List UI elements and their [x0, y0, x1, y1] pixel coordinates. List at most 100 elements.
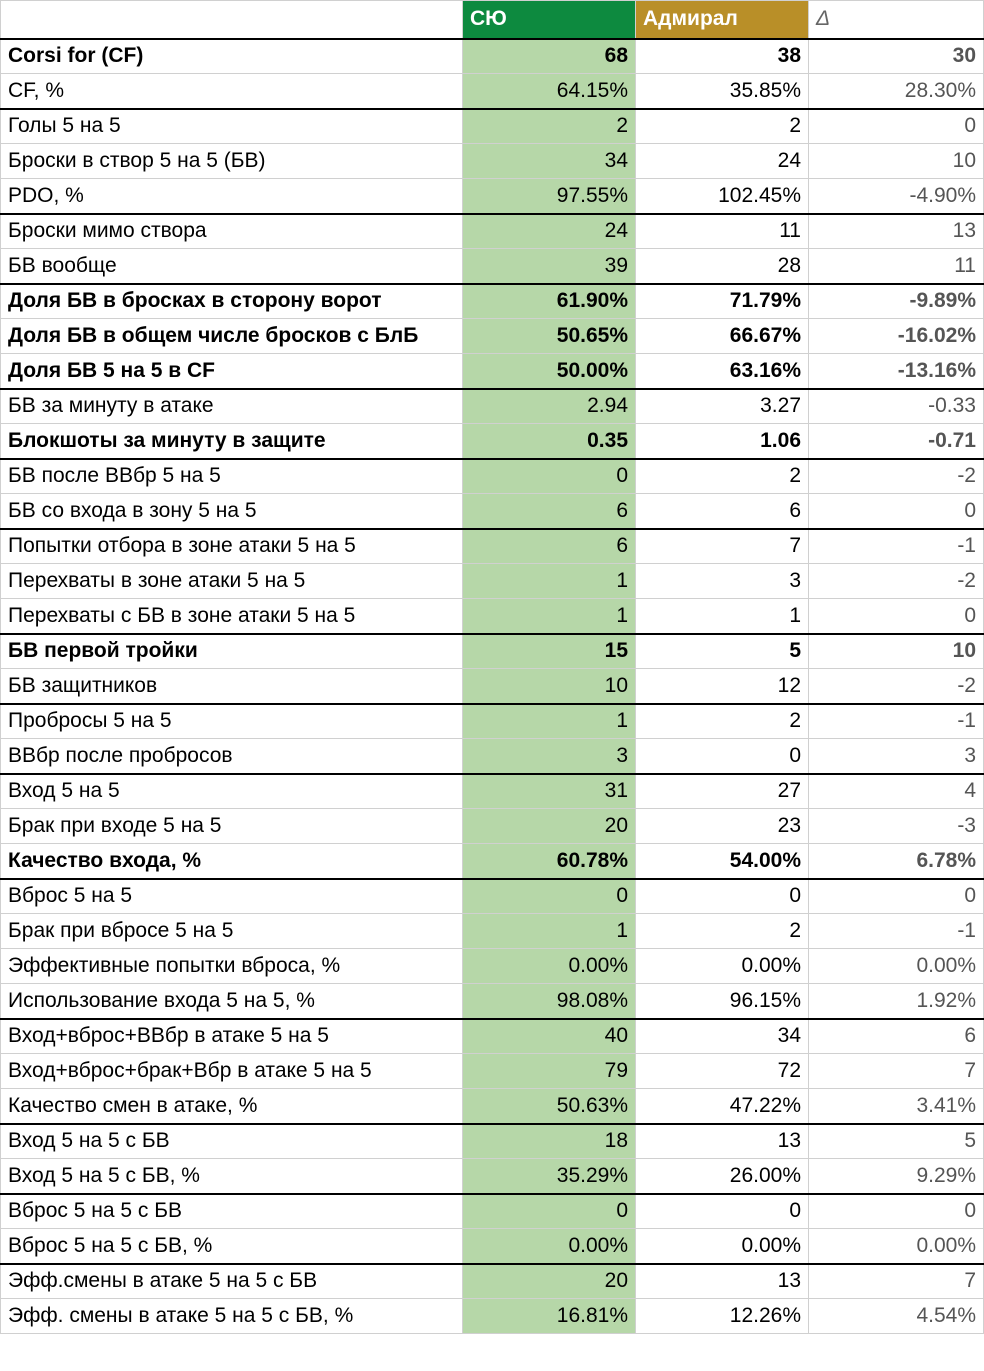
table-row: Брак при вбросе 5 на 5 1 2 -1 — [0, 913, 984, 949]
row-label: Вход+вброс+брак+Вбр в атаке 5 на 5 — [0, 1053, 463, 1089]
cell: 2 — [635, 913, 809, 949]
table-row: БВ первой тройки 15 5 10 — [0, 633, 984, 669]
cell: 2.94 — [462, 388, 636, 424]
row-label: Эфф.смены в атаке 5 на 5 с БВ — [0, 1263, 463, 1299]
cell: 3 — [462, 738, 636, 775]
cell: 10 — [462, 668, 636, 705]
cell: СЮ — [462, 0, 636, 40]
row-label: БВ вообще — [0, 248, 463, 285]
table-row: Вход+вброс+ВВбр в атаке 5 на 5 40 34 6 — [0, 1018, 984, 1054]
cell: -2 — [808, 668, 984, 705]
cell: 50.63% — [462, 1088, 636, 1125]
cell: 0.00% — [462, 1228, 636, 1265]
cell: 1 — [635, 598, 809, 635]
table-row: Броски в створ 5 на 5 (БВ) 34 24 10 — [0, 143, 984, 179]
cell: 71.79% — [635, 283, 809, 319]
cell: 79 — [462, 1053, 636, 1089]
cell: 0 — [808, 1193, 984, 1229]
cell: 3 — [808, 738, 984, 775]
cell: 63.16% — [635, 353, 809, 390]
cell: 34 — [462, 143, 636, 179]
row-label: Голы 5 на 5 — [0, 108, 463, 144]
cell: 47.22% — [635, 1088, 809, 1125]
cell: 50.65% — [462, 318, 636, 354]
cell: -1 — [808, 913, 984, 949]
cell: 35.85% — [635, 73, 809, 110]
cell: 12 — [635, 668, 809, 705]
cell: 0.00% — [808, 1228, 984, 1265]
cell: 0.00% — [808, 948, 984, 984]
cell: 98.08% — [462, 983, 636, 1020]
table-row: Качество входа, % 60.78% 54.00% 6.78% — [0, 843, 984, 880]
row-label: Качество входа, % — [0, 843, 463, 880]
table-row: БВ после ВВбр 5 на 5 0 2 -2 — [0, 458, 984, 494]
row-label: Доля БВ 5 на 5 в CF — [0, 353, 463, 390]
table-row: Использование входа 5 на 5, % 98.08% 96.15… — [0, 983, 984, 1020]
cell: 6 — [462, 528, 636, 564]
cell: 0.00% — [635, 948, 809, 984]
table-row: Вброс 5 на 5 с БВ, % 0.00% 0.00% 0.00% — [0, 1228, 984, 1265]
table-row: БВ защитников 10 12 -2 — [0, 668, 984, 705]
row-label: Вброс 5 на 5 с БВ, % — [0, 1228, 463, 1265]
cell: -1 — [808, 703, 984, 739]
cell: 96.15% — [635, 983, 809, 1020]
cell: 7 — [808, 1263, 984, 1299]
cell: 3 — [635, 563, 809, 599]
table-row: Доля БВ 5 на 5 в CF 50.00% 63.16% -13.16% — [0, 353, 984, 390]
table-row: Эфф.смены в атаке 5 на 5 с БВ 20 13 7 — [0, 1263, 984, 1299]
cell: 20 — [462, 1263, 636, 1299]
cell: 11 — [635, 213, 809, 249]
table-row: PDO, % 97.55% 102.45% -4.90% — [0, 178, 984, 215]
row-label: PDO, % — [0, 178, 463, 215]
cell: 10 — [808, 633, 984, 669]
cell: -2 — [808, 458, 984, 494]
table-row: CF, % 64.15% 35.85% 28.30% — [0, 73, 984, 110]
cell: 0.00% — [462, 948, 636, 984]
row-label: БВ после ВВбр 5 на 5 — [0, 458, 463, 494]
cell: 6 — [462, 493, 636, 530]
table-row: Попытки отбора в зоне атаки 5 на 5 6 7 -1 — [0, 528, 984, 564]
cell: 0 — [808, 598, 984, 635]
row-label: БВ защитников — [0, 668, 463, 705]
row-label: Вход 5 на 5 с БВ — [0, 1123, 463, 1159]
table-row: БВ за минуту в атаке 2.94 3.27 -0.33 — [0, 388, 984, 424]
cell: 2 — [635, 703, 809, 739]
row-label: Брак при входе 5 на 5 — [0, 808, 463, 844]
table-body: СЮ Адмирал Δ Corsi for (CF) 68 38 30 CF, % 64.15… — [0, 0, 984, 1334]
cell: -0.33 — [808, 388, 984, 424]
cell: 0 — [635, 738, 809, 775]
cell: 0 — [462, 878, 636, 914]
table-row: Брак при входе 5 на 5 20 23 -3 — [0, 808, 984, 844]
row-label: Попытки отбора в зоне атаки 5 на 5 — [0, 528, 463, 564]
cell: 34 — [635, 1018, 809, 1054]
row-label: Блокшоты за минуту в защите — [0, 423, 463, 460]
row-label: Использование входа 5 на 5, % — [0, 983, 463, 1020]
row-label: ВВбр после пробросов — [0, 738, 463, 775]
row-label: БВ за минуту в атаке — [0, 388, 463, 424]
cell: 13 — [808, 213, 984, 249]
row-label: Эфф. смены в атаке 5 на 5 с БВ, % — [0, 1298, 463, 1334]
cell: 1 — [462, 563, 636, 599]
cell: 20 — [462, 808, 636, 844]
table-row: БВ вообще 39 28 11 — [0, 248, 984, 285]
table-row: Доля БВ в общем числе бросков с БлБ 50.65… — [0, 318, 984, 354]
cell: 10 — [808, 143, 984, 179]
cell: 0.35 — [462, 423, 636, 460]
table-row: Пробросы 5 на 5 1 2 -1 — [0, 703, 984, 739]
cell: 35.29% — [462, 1158, 636, 1195]
cell: 54.00% — [635, 843, 809, 880]
cell: 13 — [635, 1263, 809, 1299]
cell: 2 — [635, 458, 809, 494]
cell: 2 — [635, 108, 809, 144]
cell: 0 — [808, 878, 984, 914]
cell: 60.78% — [462, 843, 636, 880]
cell: 28 — [635, 248, 809, 285]
row-label: Эффективные попытки вброса, % — [0, 948, 463, 984]
cell: 102.45% — [635, 178, 809, 215]
row-label: Вброс 5 на 5 с БВ — [0, 1193, 463, 1229]
table-row: Вход 5 на 5 31 27 4 — [0, 773, 984, 809]
table-row: Вход+вброс+брак+Вбр в атаке 5 на 5 79 72 7 — [0, 1053, 984, 1089]
